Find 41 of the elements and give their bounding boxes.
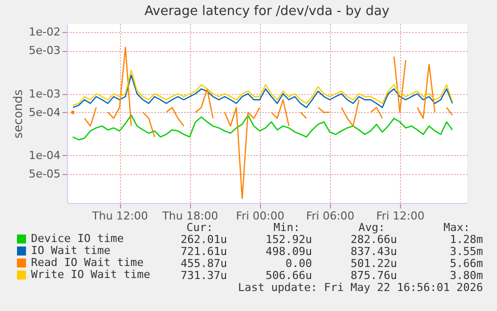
x-tick-label: Thu 12:00 [91, 210, 148, 222]
text: Max: [444, 221, 470, 234]
text: 3.80m [450, 269, 484, 282]
legend-label: Write IO Wait time [31, 268, 150, 281]
text: 837.43u [350, 245, 397, 258]
y-tick-label: 1e-04 [28, 149, 60, 162]
text: 506.66u [266, 269, 312, 282]
y-tick-label: 1e-02 [28, 26, 60, 39]
line-series [72, 114, 453, 140]
text: 0.00 [286, 257, 312, 270]
y-axis-title: seconds [10, 89, 25, 139]
x-tick-label: Fri 00:00 [236, 210, 284, 222]
text: 498.09u [266, 245, 312, 258]
y-tick-label: 1e-03 [28, 87, 60, 100]
text: 262.01u [180, 233, 227, 246]
x-tick-label: Fri 06:00 [306, 210, 354, 222]
text: 721.61u [180, 245, 227, 258]
legend-label: Read IO Wait time [31, 256, 144, 269]
y-tick-label: 5e-05 [28, 168, 60, 181]
text: Avg: [358, 221, 385, 234]
y-tick-label: 5e-03 [28, 44, 60, 58]
text: 501.22u [350, 257, 397, 270]
legend-label: IO Wait time [31, 244, 110, 257]
text: Last update: Fri May 22 16:56:01 2026 [238, 281, 483, 294]
text: 152.92u [266, 233, 312, 246]
text: 1.28m [450, 233, 484, 246]
line-series [72, 70, 453, 106]
text: Min: [274, 221, 300, 234]
y-tick-label: 5e-04 [28, 106, 60, 119]
text: 875.76u [350, 269, 397, 282]
line-series [72, 74, 453, 108]
text: 282.66u [350, 233, 397, 246]
legend-label: Device IO time [31, 232, 124, 245]
x-tick-label: Thu 18:00 [161, 210, 218, 222]
text: 3.55m [450, 245, 484, 258]
x-tick-label: Fri 12:00 [376, 210, 425, 222]
text: 5.66m [450, 257, 484, 270]
chart-title: Average latency for /dev/vda - by day [144, 4, 390, 19]
text: 731.37u [180, 269, 227, 282]
text: 455.87u [180, 257, 227, 270]
text: Cur: [186, 221, 213, 234]
